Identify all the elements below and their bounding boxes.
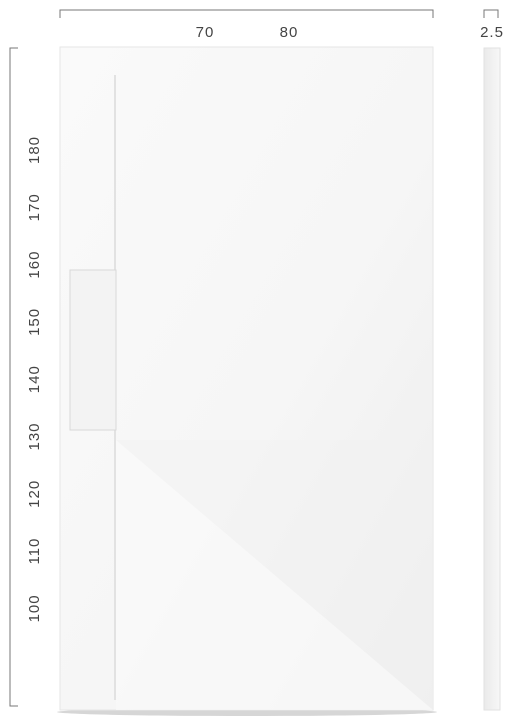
length-label: 160	[26, 251, 43, 279]
drain-cover	[70, 270, 116, 430]
length-label: 120	[26, 480, 43, 508]
width-label: 80	[280, 24, 299, 41]
width-label: 70	[196, 24, 215, 41]
thickness-bracket	[484, 10, 498, 18]
product-drawing: 70 80 2.5 180 170 160 150 140 130 120 110 100	[0, 0, 532, 721]
thickness-label: 2.5	[480, 24, 504, 41]
length-label: 150	[26, 308, 43, 336]
length-label: 100	[26, 594, 43, 622]
length-label: 110	[26, 538, 43, 565]
length-label: 130	[26, 422, 43, 450]
tray-profile	[484, 48, 500, 710]
length-bracket	[10, 48, 18, 706]
length-label: 170	[26, 193, 43, 221]
length-label: 180	[26, 136, 43, 164]
width-bracket	[60, 10, 433, 18]
length-label: 140	[26, 365, 43, 393]
